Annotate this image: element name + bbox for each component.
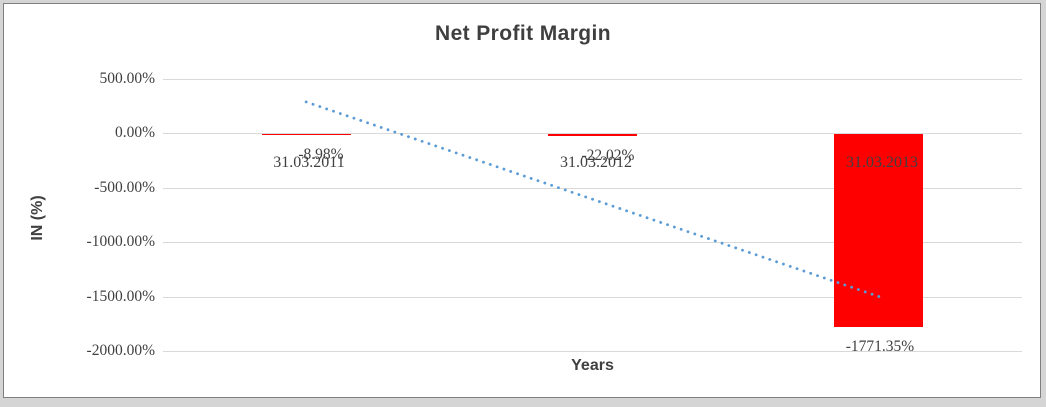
data-label: -8.98% xyxy=(298,146,344,163)
y-tick-label: 500.00% xyxy=(99,70,155,87)
chart-title: Net Profit Margin xyxy=(435,22,611,45)
x-axis-title: Years xyxy=(571,357,614,374)
y-tick-label: -1000.00% xyxy=(86,233,155,250)
data-label: -22.02% xyxy=(581,147,635,164)
y-tick-label: -2000.00% xyxy=(86,342,155,359)
y-tick-label: 0.00% xyxy=(114,124,155,141)
category-label: 31.03.2013 xyxy=(846,154,918,171)
y-axis-title: IN (%) xyxy=(29,195,46,241)
bar[interactable] xyxy=(262,134,351,135)
gridline xyxy=(163,351,1022,352)
y-tick-label: -500.00% xyxy=(94,179,155,196)
y-tick-label: -1500.00% xyxy=(86,288,155,305)
data-label: -1771.35% xyxy=(845,338,915,355)
gridline xyxy=(163,79,1022,80)
bar[interactable] xyxy=(548,134,637,136)
